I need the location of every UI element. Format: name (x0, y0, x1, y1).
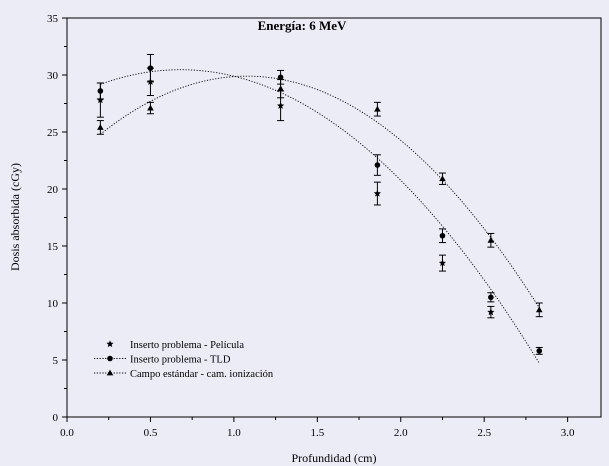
data-point-series-0 (438, 259, 447, 267)
data-point-series-1 (147, 65, 154, 71)
fit-line-series-2 (100, 75, 540, 309)
y-axis-title: Dosis absorbida (cGy) (8, 163, 22, 271)
data-point-series-0 (96, 96, 104, 104)
fit-lines (100, 69, 540, 364)
data-point-series-0 (373, 189, 381, 197)
x-axis-title: Profundidad (cm) (292, 451, 377, 465)
data-point-series-1 (439, 232, 446, 239)
x-tick-label: 0.5 (144, 427, 158, 439)
legend-marker (107, 355, 113, 362)
legend: Inserto problema - Película Inserto probl… (94, 340, 274, 380)
data-point-series-2 (439, 175, 446, 182)
y-tick-label: 35 (47, 13, 59, 25)
x-tick-label: 2.5 (477, 427, 491, 439)
legend-marker (106, 369, 114, 376)
data-point-series-1 (277, 74, 284, 81)
x-tick-label: 1.5 (310, 427, 324, 439)
plot-area (66, 17, 602, 418)
data-point-series-2 (277, 85, 284, 92)
data-point-series-1 (97, 88, 104, 94)
data-point-series-0 (276, 101, 285, 109)
y-tick-label: 15 (47, 241, 59, 253)
x-tick-label: 3.0 (561, 427, 575, 439)
data-point-series-1 (374, 162, 381, 168)
fit-line-series-1 (100, 69, 540, 364)
data-point-series-1 (488, 294, 494, 301)
y-tick-label: 30 (47, 70, 59, 82)
data-point-series-2 (487, 236, 495, 243)
y-tick-label: 5 (53, 355, 59, 367)
legend-label: Inserto problema - TLD (130, 355, 231, 366)
x-tick-label: 0.0 (60, 427, 74, 439)
y-tick-label: 25 (47, 127, 59, 139)
data-point-series-2 (97, 124, 104, 130)
legend-marker (106, 340, 114, 348)
y-tick-label: 10 (47, 298, 59, 310)
y-tick-label: 0 (53, 412, 59, 424)
data-point-series-2 (147, 104, 154, 111)
chart-title: Energía: 6 MeV (258, 18, 347, 33)
x-tick-label: 1.0 (227, 427, 241, 439)
legend-label: Campo estándar - cam. ionización (130, 369, 274, 380)
data-point-series-2 (535, 306, 543, 313)
legend-label: Inserto problema - Película (130, 340, 244, 351)
data-point-series-1 (536, 348, 543, 354)
data-point-series-0 (487, 308, 495, 316)
data-marks (96, 53, 543, 355)
y-tick-label: 20 (47, 184, 59, 196)
axis-ticks: 0.0 0.5 1.0 1.5 2.0 2.5 3.0 0 5 10 15 20 25 30 35 (47, 13, 575, 439)
data-point-series-2 (374, 105, 381, 112)
x-tick-label: 2.0 (394, 427, 408, 439)
